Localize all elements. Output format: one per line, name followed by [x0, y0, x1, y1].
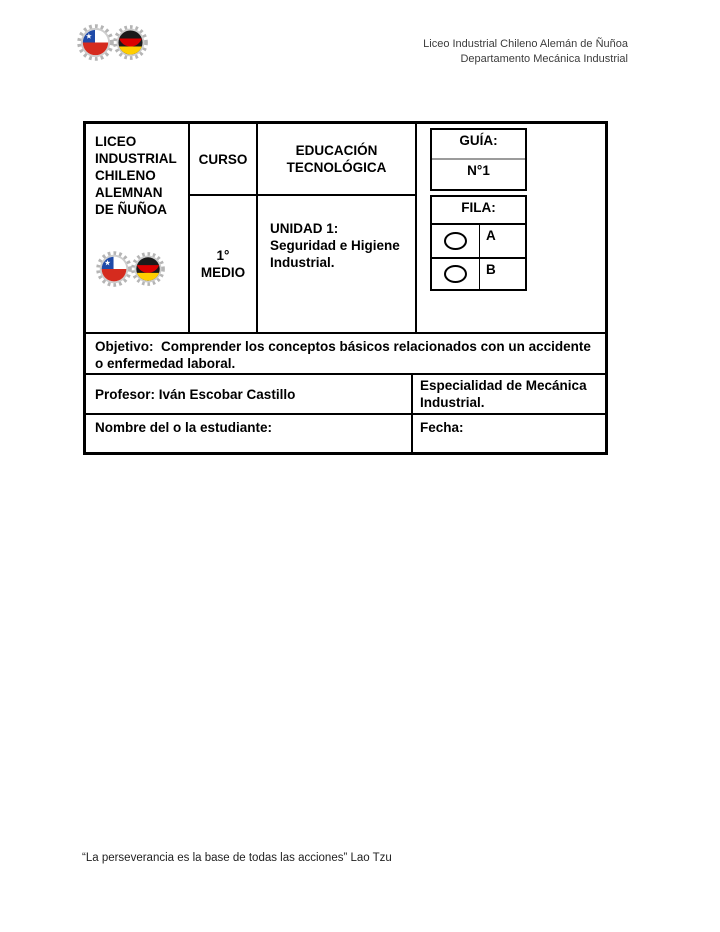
profesor-text: Profesor: Iván Escobar Castillo: [95, 386, 296, 402]
fecha-label: Fecha:: [420, 420, 464, 435]
fila-option-b-row: B: [432, 257, 525, 289]
fila-a-label: A: [486, 228, 496, 243]
unit-title: Seguridad e Higiene Industrial.: [270, 238, 400, 270]
worksheet-header-table: LICEO INDUSTRIAL CHILENO ALEMNAN DE ÑUÑO…: [83, 121, 608, 455]
unit-cell: UNIDAD 1: Seguridad e Higiene Industrial…: [258, 196, 415, 332]
guia-number-cell: N°1: [432, 160, 525, 189]
curso-column: CURSO 1° MEDIO: [190, 124, 258, 332]
fila-table: FILA: A B: [430, 195, 527, 291]
document-header: Liceo Industrial Chileno Alemán de Ñuñoa…: [423, 37, 628, 66]
germany-gear-icon: [130, 251, 166, 287]
germany-gear-icon: [112, 24, 149, 61]
subject-column: EDUCACIÓN TECNOLÓGICA UNIDAD 1: Segurida…: [258, 124, 417, 332]
table-top-row: LICEO INDUSTRIAL CHILENO ALEMNAN DE ÑUÑO…: [86, 124, 605, 332]
nombre-cell[interactable]: Nombre del o la estudiante:: [86, 415, 413, 452]
grade-number: 1°: [216, 248, 230, 263]
fila-a-circle[interactable]: [444, 232, 467, 250]
profesor-row: Profesor: Iván Escobar Castillo Especial…: [86, 373, 605, 413]
fila-label: FILA:: [461, 200, 496, 215]
curso-label-cell: CURSO: [190, 124, 256, 196]
header-school-name: Liceo Industrial Chileno Alemán de Ñuñoa: [423, 38, 628, 50]
footer-quote: “La perseverancia es la base de todas la…: [82, 852, 392, 864]
fila-option-a-row: A: [432, 225, 525, 257]
grade-cell: 1° MEDIO: [190, 196, 256, 332]
fila-a-mark-cell: [432, 225, 480, 257]
nombre-label: Nombre del o la estudiante:: [95, 420, 273, 435]
fila-b-mark-cell: [432, 259, 480, 289]
fila-label-cell: FILA:: [432, 197, 525, 225]
profesor-cell: Profesor: Iván Escobar Castillo: [86, 375, 413, 413]
chile-gear-icon: [95, 250, 133, 288]
unit-number: UNIDAD 1:: [270, 221, 339, 236]
guia-table: GUÍA: N°1: [430, 128, 527, 191]
objetivo-row: Objetivo: Comprender los conceptos básic…: [86, 332, 605, 373]
fila-b-circle[interactable]: [444, 265, 467, 283]
nombre-row: Nombre del o la estudiante: Fecha:: [86, 413, 605, 452]
subject-cell: EDUCACIÓN TECNOLÓGICA: [258, 124, 415, 196]
guia-number: N°1: [467, 163, 490, 178]
school-name-cell: LICEO INDUSTRIAL CHILENO ALEMNAN DE ÑUÑO…: [86, 124, 190, 332]
fecha-cell[interactable]: Fecha:: [413, 415, 605, 452]
especialidad-cell: Especialidad de Mecánica Industrial.: [413, 375, 605, 413]
fila-b-label: B: [486, 262, 496, 277]
chile-gear-icon: [76, 23, 115, 62]
guia-fila-column: GUÍA: N°1 FILA: A: [417, 124, 605, 332]
especialidad-text: Especialidad de Mecánica Industrial.: [420, 378, 587, 410]
guia-label: GUÍA:: [459, 133, 498, 148]
subject-title: EDUCACIÓN TECNOLÓGICA: [286, 143, 387, 175]
school-name-text: LICEO INDUSTRIAL CHILENO ALEMNAN DE ÑUÑO…: [95, 134, 177, 217]
grade-level: MEDIO: [200, 265, 246, 280]
guia-label-cell: GUÍA:: [432, 130, 525, 160]
school-logo-small: [95, 250, 166, 288]
header-department: Departamento Mecánica Industrial: [460, 52, 628, 65]
school-logo: [76, 23, 149, 62]
curso-label: CURSO: [198, 151, 248, 167]
